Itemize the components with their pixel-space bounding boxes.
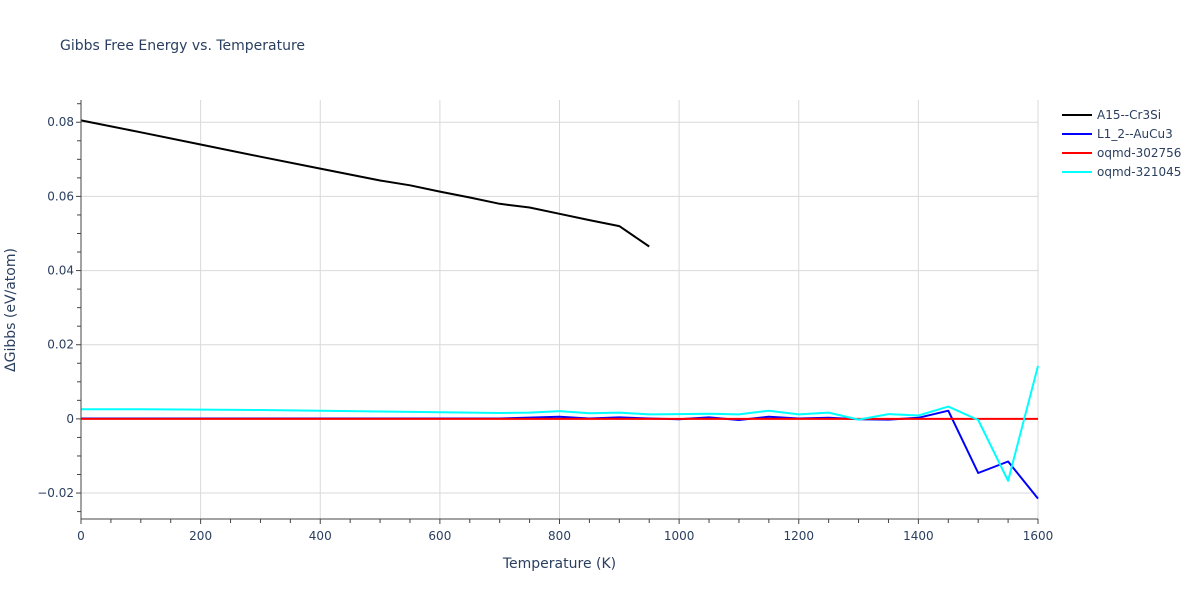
y-tick-label: −0.02 [37,486,74,500]
x-tick-label: 1200 [783,529,814,543]
x-tick-label: 1000 [664,529,695,543]
legend-item[interactable]: oqmd-302756 [1062,146,1181,160]
y-axis-label: ΔGibbs (eV/atom) [3,248,19,372]
legend-label: A15--Cr3Si [1097,108,1161,122]
legend-item[interactable]: A15--Cr3Si [1062,108,1161,122]
x-tick-label: 400 [309,529,332,543]
grid [81,100,1039,519]
x-tick-labels: 0 200 400 600 800 1000 1200 1400 1600 [77,529,1053,543]
series-line-1 [80,119,650,248]
legend-item[interactable]: L1_2--AuCu3 [1062,127,1173,141]
x-tick-label: 0 [77,529,85,543]
y-tick-label: 0.02 [47,338,74,352]
x-tick-label: 800 [548,529,571,543]
legend-item[interactable]: oqmd-321045 [1062,165,1181,179]
y-tick-label: 0.04 [47,264,74,278]
x-tick-label: 200 [189,529,212,543]
x-tick-label: 1600 [1023,529,1054,543]
chart-title: Gibbs Free Energy vs. Temperature [60,38,305,54]
y-tick-label: 0.06 [47,189,74,203]
legend-label: L1_2--AuCu3 [1097,127,1173,141]
x-tick-label: 600 [428,529,451,543]
series-line-4 [81,365,1039,482]
legend-label: oqmd-302756 [1097,146,1181,160]
x-axis-label: Temperature (K) [502,556,616,572]
legend-label: oqmd-321045 [1097,165,1181,179]
y-tick-label: 0 [66,412,74,426]
axes [76,100,1039,524]
y-tick-labels: −0.02 0 0.02 0.04 0.06 0.08 [37,115,74,500]
legend[interactable]: A15--Cr3Si L1_2--AuCu3 oqmd-302756 oqmd-321… [1062,108,1181,179]
series-layer [80,119,1039,500]
x-tick-label: 1400 [903,529,934,543]
y-tick-label: 0.08 [47,115,74,129]
